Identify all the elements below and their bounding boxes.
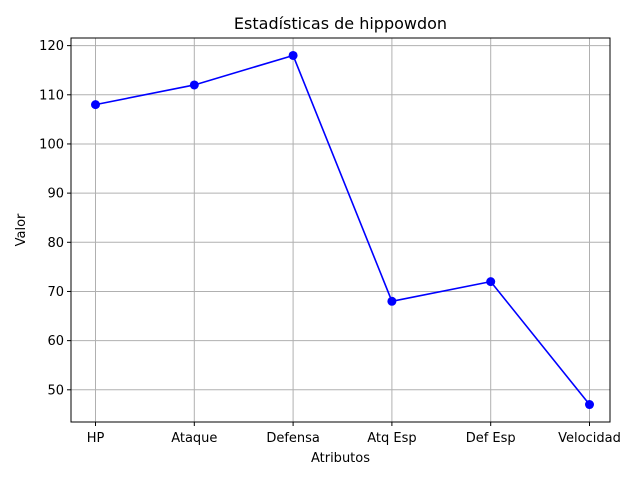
plot-frame — [70, 37, 611, 423]
series-line — [95, 54, 591, 406]
y-axis-label: Valor — [14, 213, 29, 246]
x-tick-label: Ataque — [171, 431, 217, 446]
grid — [71, 38, 610, 422]
x-tick-label: HP — [87, 431, 105, 446]
data-point — [189, 80, 199, 90]
data-point — [585, 400, 594, 410]
y-tick-label: 50 — [47, 383, 64, 398]
x-axis-label: Atributos — [311, 451, 370, 466]
y-tick-label: 100 — [39, 137, 64, 152]
x-tick-label: Atq Esp — [367, 431, 416, 446]
series-layer — [91, 50, 594, 410]
y-tick-label: 120 — [39, 39, 64, 54]
data-point — [91, 100, 100, 110]
data-point — [486, 277, 496, 287]
y-tick-label: 60 — [47, 334, 64, 349]
x-tick-label: Def Esp — [466, 431, 516, 446]
data-point — [387, 296, 397, 306]
y-tick-label: 70 — [47, 285, 64, 300]
y-tick-label: 80 — [47, 236, 64, 251]
x-tick-label: Velocidad — [558, 431, 621, 446]
chart-title: Estadísticas de hippowdon — [234, 14, 447, 33]
x-tick-label: Defensa — [266, 431, 320, 446]
y-tick-label: 110 — [39, 88, 64, 103]
axes-ticks: HP Ataque Defensa Atq Esp Def Esp Velocidad 50… — [39, 39, 621, 446]
data-point — [288, 50, 298, 60]
y-tick-label: 90 — [47, 187, 64, 202]
